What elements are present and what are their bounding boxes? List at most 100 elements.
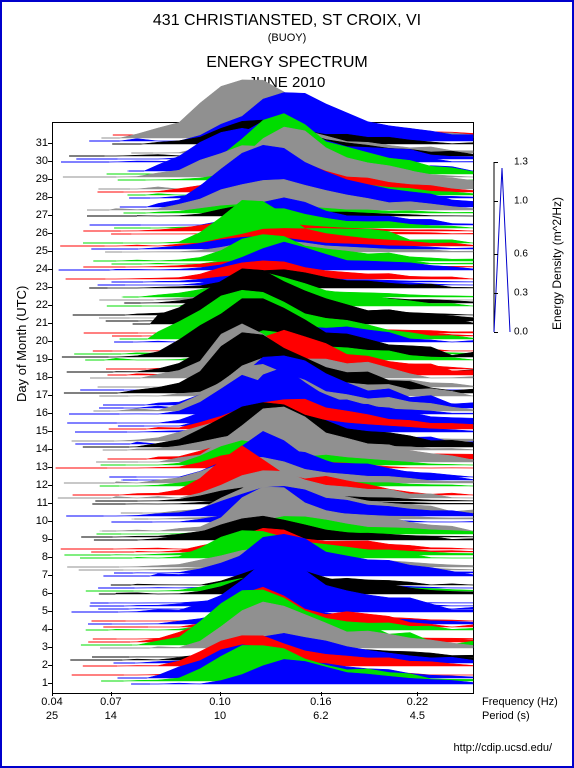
y-tick: 25: [30, 245, 48, 257]
y-tick: 6: [30, 587, 48, 599]
y-tick-mark: [48, 377, 52, 378]
y-tick-mark: [48, 575, 52, 576]
x-tick-period: 14: [105, 710, 117, 722]
x-tick-period: 10: [214, 710, 226, 722]
y-tick: 13: [30, 461, 48, 473]
y-tick-mark: [48, 521, 52, 522]
y-tick-mark: [48, 431, 52, 432]
y-tick: 22: [30, 299, 48, 311]
legend-tick-mark: [494, 201, 498, 202]
legend-tick: 0.6: [514, 248, 528, 259]
y-tick: 7: [30, 569, 48, 581]
legend-tick-mark: [494, 293, 498, 294]
y-tick: 27: [30, 209, 48, 221]
y-tick: 29: [30, 173, 48, 185]
legend-arrow: [492, 162, 512, 332]
chart-frame: 431 CHRISTIANSTED, ST CROIX, VI (BUOY) E…: [0, 0, 574, 768]
y-tick: 23: [30, 281, 48, 293]
x-tick-freq: 0.22: [407, 696, 428, 708]
x-tick-period: 25: [46, 710, 58, 722]
y-tick-mark: [48, 143, 52, 144]
x-tick-freq: 0.10: [209, 696, 230, 708]
y-tick-mark: [48, 467, 52, 468]
y-tick-mark: [48, 665, 52, 666]
y-tick-mark: [48, 251, 52, 252]
y-tick: 4: [30, 623, 48, 635]
y-tick-mark: [48, 647, 52, 648]
y-tick: 20: [30, 335, 48, 347]
y-tick-mark: [48, 611, 52, 612]
x-tick-period: 4.5: [410, 710, 425, 722]
legend-label: Energy Density (m^2/Hz): [550, 197, 564, 330]
y-tick-mark: [48, 539, 52, 540]
y-tick: 9: [30, 533, 48, 545]
y-tick-mark: [48, 215, 52, 216]
plot-area: [52, 122, 474, 694]
y-tick-mark: [48, 629, 52, 630]
y-tick: 19: [30, 353, 48, 365]
y-tick-mark: [48, 305, 52, 306]
legend-tick: 0.0: [514, 327, 528, 338]
title-subtitle: (BUOY): [2, 32, 572, 44]
y-tick: 17: [30, 389, 48, 401]
y-tick-mark: [48, 197, 52, 198]
y-tick-mark: [48, 593, 52, 594]
footer-url: http://cdip.ucsd.edu/: [454, 742, 552, 754]
y-tick: 12: [30, 479, 48, 491]
y-tick-mark: [48, 557, 52, 558]
title-main: 431 CHRISTIANSTED, ST CROIX, VI: [2, 12, 572, 30]
y-tick: 3: [30, 641, 48, 653]
legend-tick-mark: [494, 254, 498, 255]
y-tick: 28: [30, 191, 48, 203]
x-tick-mark: [111, 692, 112, 696]
y-tick-mark: [48, 449, 52, 450]
y-tick: 1: [30, 677, 48, 689]
title-block: 431 CHRISTIANSTED, ST CROIX, VI (BUOY) E…: [2, 12, 572, 91]
y-tick: 14: [30, 443, 48, 455]
title-chart: ENERGY SPECTRUM: [2, 54, 572, 72]
y-tick-mark: [48, 413, 52, 414]
x-axis-period-label: Period (s): [482, 710, 530, 722]
y-tick-mark: [48, 503, 52, 504]
y-tick: 31: [30, 137, 48, 149]
x-tick-freq: 0.04: [41, 696, 62, 708]
y-tick-mark: [48, 323, 52, 324]
y-tick-mark: [48, 485, 52, 486]
y-tick-mark: [48, 161, 52, 162]
y-tick: 8: [30, 551, 48, 563]
y-tick-mark: [48, 683, 52, 684]
y-tick: 5: [30, 605, 48, 617]
y-tick-mark: [48, 287, 52, 288]
y-tick-mark: [48, 179, 52, 180]
y-tick: 26: [30, 227, 48, 239]
y-tick: 11: [30, 497, 48, 509]
y-tick: 2: [30, 659, 48, 671]
x-tick-mark: [52, 692, 53, 696]
x-axis-freq-label: Frequency (Hz): [482, 696, 558, 708]
y-tick-mark: [48, 395, 52, 396]
ridgeline-svg: [53, 123, 473, 693]
x-tick-freq: 0.16: [310, 696, 331, 708]
y-tick: 18: [30, 371, 48, 383]
y-tick: 21: [30, 317, 48, 329]
y-tick: 30: [30, 155, 48, 167]
y-tick-mark: [48, 269, 52, 270]
legend-tick-mark: [494, 332, 498, 333]
title-date: JUNE 2010: [2, 74, 572, 91]
y-tick: 24: [30, 263, 48, 275]
legend-tick: 1.0: [514, 196, 528, 207]
y-tick: 15: [30, 425, 48, 437]
x-tick-mark: [321, 692, 322, 696]
x-tick-mark: [220, 692, 221, 696]
legend-tick: 0.3: [514, 287, 528, 298]
y-tick-mark: [48, 359, 52, 360]
y-tick: 10: [30, 515, 48, 527]
x-tick-period: 6.2: [313, 710, 328, 722]
y-tick-mark: [48, 341, 52, 342]
x-tick-mark: [417, 692, 418, 696]
x-tick-freq: 0.07: [100, 696, 121, 708]
legend-tick: 1.3: [514, 157, 528, 168]
y-axis-label: Day of Month (UTC): [14, 286, 29, 402]
y-tick-mark: [48, 233, 52, 234]
legend-tick-mark: [494, 162, 498, 163]
